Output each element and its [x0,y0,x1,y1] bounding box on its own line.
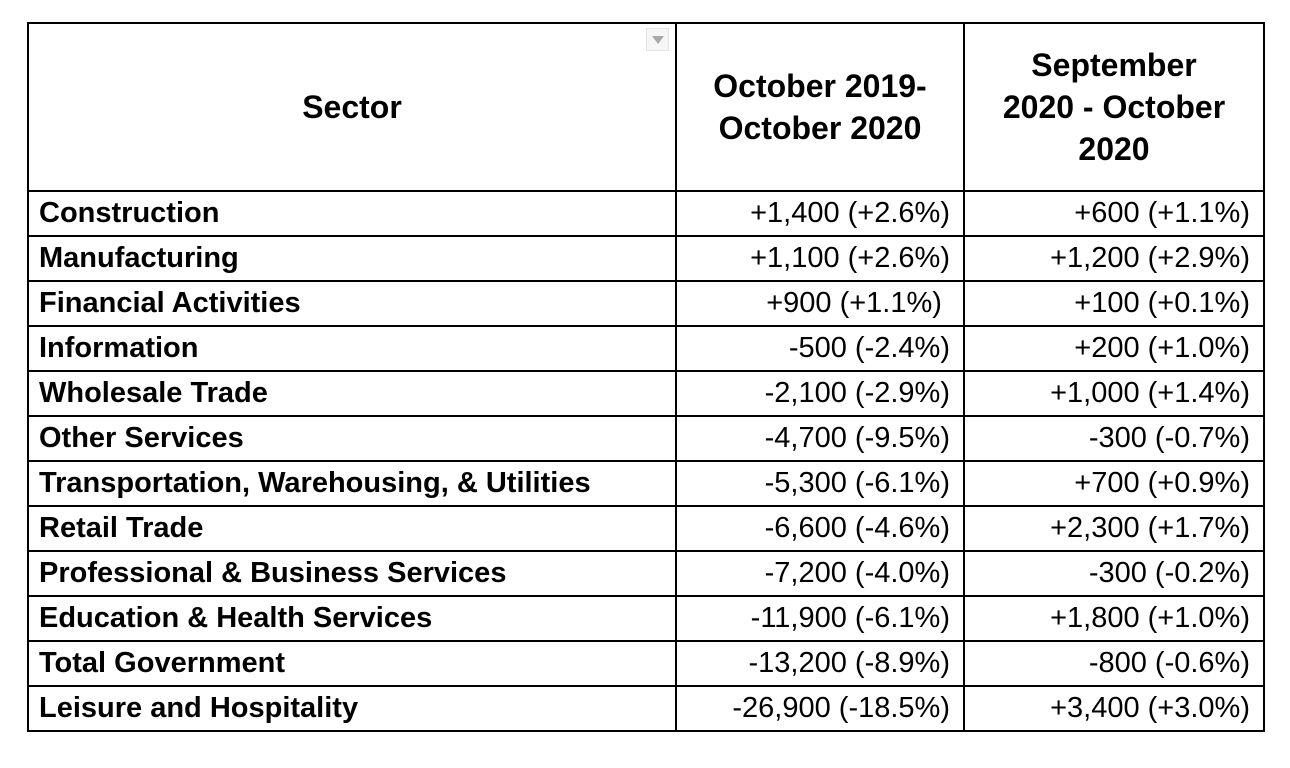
sector-cell: Professional & Business Services [27,550,677,597]
column-header-sector: Sector [27,22,677,192]
value-cell-period2: -300 (-0.7%) [963,415,1265,462]
table-row: Manufacturing +1,100 (+2.6%) +1,200 (+2.… [27,235,1265,282]
value-cell-period1: -500 (-2.4%) [675,325,965,372]
value-cell-period2: +100 (+0.1%) [963,280,1265,327]
table-header: Sector October 2019- October 2020 Septem… [27,22,1265,192]
value-cell-period2: +200 (+1.0%) [963,325,1265,372]
sector-cell: Manufacturing [27,235,677,282]
value-cell-period1: -26,900 (-18.5%) [675,685,965,732]
value-cell-period2: +1,000 (+1.4%) [963,370,1265,417]
sector-cell: Total Government [27,640,677,687]
value-cell-period2: +2,300 (+1.7%) [963,505,1265,552]
table-row: Construction +1,400 (+2.6%) +600 (+1.1%) [27,190,1265,237]
sector-cell: Other Services [27,415,677,462]
table-row: Financial Activities +900 (+1.1%) +100 (… [27,280,1265,327]
table-row: Professional & Business Services -7,200 … [27,550,1265,597]
value-cell-period1: -13,200 (-8.9%) [675,640,965,687]
table-row: Retail Trade -6,600 (-4.6%) +2,300 (+1.7… [27,505,1265,552]
column-header-period1-label: October 2019- October 2020 [713,67,927,146]
value-cell-period2: -300 (-0.2%) [963,550,1265,597]
value-cell-period1: -4,700 (-9.5%) [675,415,965,462]
table-row: Education & Health Services -11,900 (-6.… [27,595,1265,642]
table-row: Leisure and Hospitality -26,900 (-18.5%)… [27,685,1265,732]
sector-change-table-container: Sector October 2019- October 2020 Septem… [27,22,1265,732]
sector-cell: Transportation, Warehousing, & Utilities [27,460,677,507]
value-cell-period2: +600 (+1.1%) [963,190,1265,237]
sector-cell: Financial Activities [27,280,677,327]
value-cell-period2: +1,200 (+2.9%) [963,235,1265,282]
value-cell-period1: -6,600 (-4.6%) [675,505,965,552]
column-header-sector-label: Sector [302,88,402,125]
table-row: Other Services -4,700 (-9.5%) -300 (-0.7… [27,415,1265,462]
header-row: Sector October 2019- October 2020 Septem… [27,22,1265,192]
sector-cell: Wholesale Trade [27,370,677,417]
value-cell-period1: +1,400 (+2.6%) [675,190,965,237]
column-header-period2: September 2020 - October 2020 [963,22,1265,192]
table-row: Information -500 (-2.4%) +200 (+1.0%) [27,325,1265,372]
sector-cell: Leisure and Hospitality [27,685,677,732]
table-row: Total Government -13,200 (-8.9%) -800 (-… [27,640,1265,687]
sector-cell: Construction [27,190,677,237]
column-header-period2-label: September 2020 - October 2020 [1002,46,1226,168]
value-cell-period2: +1,800 (+1.0%) [963,595,1265,642]
filter-dropdown-button[interactable] [646,28,669,51]
value-cell-period1: -5,300 (-6.1%) [675,460,965,507]
value-cell-period1: -2,100 (-2.9%) [675,370,965,417]
sector-cell: Information [27,325,677,372]
table-row: Wholesale Trade -2,100 (-2.9%) +1,000 (+… [27,370,1265,417]
sector-change-table: Sector October 2019- October 2020 Septem… [27,22,1265,732]
sector-cell: Education & Health Services [27,595,677,642]
sector-cell: Retail Trade [27,505,677,552]
value-cell-period2: +3,400 (+3.0%) [963,685,1265,732]
value-cell-period1: -11,900 (-6.1%) [675,595,965,642]
chevron-down-icon [651,35,664,44]
value-cell-period2: -800 (-0.6%) [963,640,1265,687]
value-cell-period1: -7,200 (-4.0%) [675,550,965,597]
value-cell-period2: +700 (+0.9%) [963,460,1265,507]
value-cell-period1: +1,100 (+2.6%) [675,235,965,282]
column-header-period1: October 2019- October 2020 [675,22,965,192]
value-cell-period1: +900 (+1.1%) [675,280,965,327]
table-body: Construction +1,400 (+2.6%) +600 (+1.1%)… [27,190,1265,732]
table-row: Transportation, Warehousing, & Utilities… [27,460,1265,507]
